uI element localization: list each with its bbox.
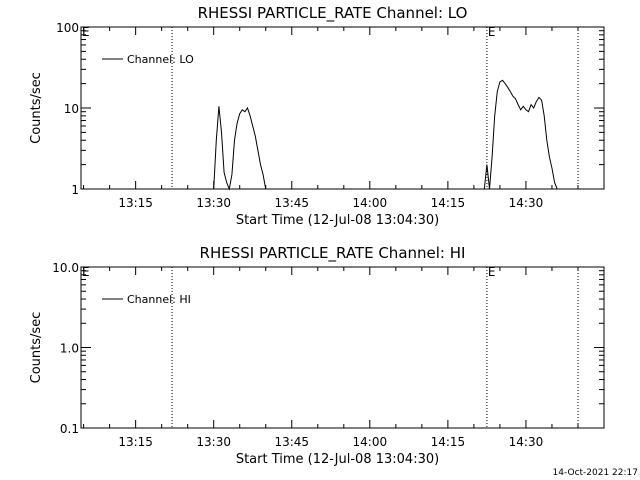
panel-channel-lo: RHESSI PARTICLE_RATE Channel: LO Start T… <box>29 4 605 228</box>
y-tick-label: 0.1 <box>60 422 79 436</box>
x-tick-label: 14:00 <box>353 196 388 210</box>
x-tick-label: 13:30 <box>196 196 231 210</box>
y-tick-label: 10 <box>64 102 79 116</box>
x-tick-label: 14:15 <box>431 196 466 210</box>
y-tick-label: 1 <box>71 183 79 197</box>
x-tick-label: 13:15 <box>118 196 153 210</box>
chart-title: RHESSI PARTICLE_RATE Channel: HI <box>200 244 466 263</box>
event-marker-label: E <box>488 265 496 279</box>
series-line <box>483 79 558 190</box>
event-marker-label: E <box>488 25 496 39</box>
x-tick-label: 13:45 <box>274 435 309 449</box>
panel-channel-hi: RHESSI PARTICLE_RATE Channel: HI Start T… <box>29 244 605 467</box>
series-line <box>213 106 267 191</box>
chart-title: RHESSI PARTICLE_RATE Channel: LO <box>198 4 468 23</box>
x-tick-label: 14:15 <box>431 435 466 449</box>
x-axis-label: Start Time (12-Jul-08 13:04:30) <box>236 452 439 467</box>
x-tick-label: 14:30 <box>509 196 544 210</box>
x-tick-label: 14:00 <box>353 435 388 449</box>
x-tick-label: 13:45 <box>274 196 309 210</box>
legend-label: Channel: HI <box>127 293 191 306</box>
y-axis-label: Counts/sec <box>29 312 44 384</box>
event-marker-label: E <box>82 265 90 279</box>
y-tick-label: 10.0 <box>52 261 79 275</box>
x-axis-label: Start Time (12-Jul-08 13:04:30) <box>236 213 439 228</box>
y-axis-label: Counts/sec <box>29 72 44 144</box>
plot-frame <box>80 26 605 190</box>
footer-timestamp: 14-Oct-2021 22:17 <box>553 468 638 478</box>
plot-frame <box>80 266 605 429</box>
x-tick-label: 13:30 <box>196 435 231 449</box>
x-tick-label: 13:15 <box>118 435 153 449</box>
x-tick-label: 14:30 <box>509 435 544 449</box>
y-tick-label: 1.0 <box>60 342 79 356</box>
legend-label: Channel: LO <box>127 53 194 66</box>
y-tick-label: 100 <box>56 21 79 35</box>
event-marker-label: E <box>82 25 90 39</box>
